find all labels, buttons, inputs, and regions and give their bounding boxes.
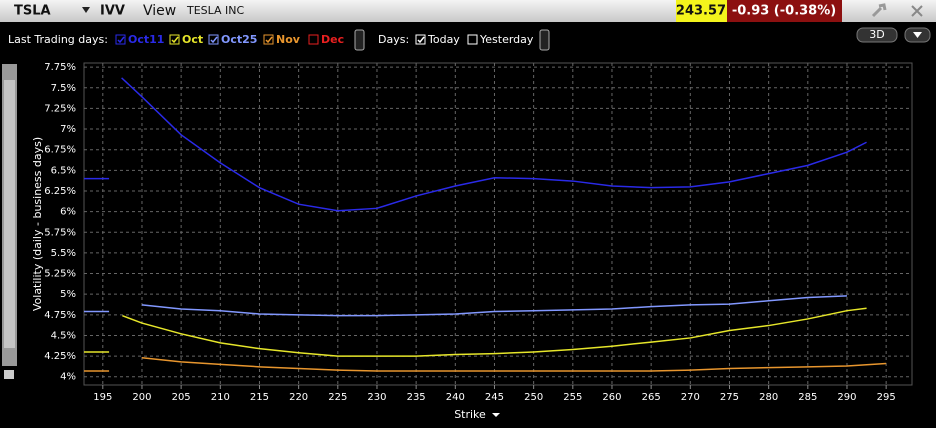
- y-tick-label: 6.5%: [51, 165, 76, 176]
- series-line: [84, 357, 887, 372]
- y-tick-label: 5.5%: [51, 248, 76, 259]
- legend-entry[interactable]: Oct25: [221, 33, 257, 46]
- tool-name: IVV: [100, 4, 125, 19]
- trading-days-label: Last Trading days:: [8, 33, 108, 46]
- series-line: [84, 307, 867, 357]
- day-option[interactable]: Today: [427, 33, 460, 46]
- y-tick-label: 7.75%: [44, 62, 76, 73]
- y-tick-label: 7.25%: [44, 103, 76, 114]
- lock-icon[interactable]: [4, 370, 14, 379]
- legend-checkbox-check[interactable]: [210, 36, 218, 44]
- legend-entry[interactable]: Nov: [276, 33, 301, 46]
- y-tick-label: 6%: [60, 207, 76, 218]
- x-tick-label: 255: [563, 392, 582, 403]
- day-checkbox[interactable]: [415, 34, 426, 45]
- y-tick-label: 6.25%: [44, 186, 76, 197]
- x-tick-label: 210: [211, 392, 230, 403]
- x-tick-label: 290: [837, 392, 856, 403]
- close-icon[interactable]: [911, 5, 923, 17]
- y-tick-label: 5.25%: [44, 269, 76, 280]
- legend-checkbox[interactable]: [263, 34, 274, 45]
- legend-checkbox[interactable]: [115, 34, 126, 45]
- legend-entry[interactable]: Dec: [321, 33, 344, 46]
- x-tick-label: 200: [132, 392, 151, 403]
- plot-area: [83, 62, 913, 386]
- y-tick-label: 7.5%: [51, 83, 76, 94]
- legend-checkbox[interactable]: [308, 34, 319, 45]
- view-menu[interactable]: View: [143, 3, 176, 19]
- day-option[interactable]: Yesterday: [479, 33, 534, 46]
- x-tick-label: 295: [877, 392, 896, 403]
- x-tick-label: 245: [485, 392, 504, 403]
- x-tick-label: 220: [289, 392, 308, 403]
- days-label: Days:: [378, 33, 409, 46]
- 3d-label[interactable]: 3D: [869, 28, 884, 41]
- y-tick-label: 5%: [60, 289, 76, 300]
- last-price: 243.57: [676, 4, 726, 19]
- change-box: [727, 0, 842, 22]
- x-tick-label: 225: [328, 392, 347, 403]
- x-tick-label: 230: [367, 392, 386, 403]
- company-name: TESLA INC: [186, 4, 245, 17]
- day-checkbox[interactable]: [467, 34, 478, 45]
- x-tick-label: 285: [798, 392, 817, 403]
- y-tick-label: 4.75%: [44, 310, 76, 321]
- series-line: [84, 295, 848, 317]
- day-checkbox-check[interactable]: [417, 36, 425, 44]
- days-spinner[interactable]: [539, 29, 550, 51]
- legend-entry[interactable]: Oct: [182, 33, 203, 46]
- y-tick-label: 4.5%: [51, 330, 76, 341]
- symbol[interactable]: TSLA: [14, 4, 51, 19]
- y-axis-label: Volatility (daily - business days): [31, 137, 44, 311]
- symbol-dropdown[interactable]: [82, 7, 90, 13]
- x-tick-label: 260: [602, 392, 621, 403]
- legend-entry[interactable]: Oct11: [128, 33, 164, 46]
- legend-checkbox-check[interactable]: [171, 36, 179, 44]
- y-tick-label: 6.75%: [44, 145, 76, 156]
- last-price-box: [676, 0, 727, 22]
- x-tick-label: 205: [172, 392, 191, 403]
- x-tick-label: 195: [93, 392, 112, 403]
- x-tick-label: 280: [759, 392, 778, 403]
- x-tick-label: 215: [250, 392, 269, 403]
- y-tick-label: 7%: [60, 124, 76, 135]
- 3d-button[interactable]: [856, 27, 898, 43]
- y-tick-label: 5.75%: [44, 227, 76, 238]
- scroll-thumb[interactable]: [4, 80, 15, 348]
- x-tick-label: 270: [681, 392, 700, 403]
- settings-icon[interactable]: [871, 3, 887, 18]
- menu-arrow[interactable]: [913, 32, 922, 38]
- price-change: -0.93 (-0.38%): [732, 4, 836, 19]
- series-line: [84, 77, 867, 212]
- months-spinner[interactable]: [354, 29, 365, 51]
- x-tick-label: 265: [642, 392, 661, 403]
- legend-checkbox-check[interactable]: [117, 36, 125, 44]
- legend-checkbox[interactable]: [208, 34, 219, 45]
- x-tick-label: 235: [407, 392, 426, 403]
- x-tick-label: 275: [720, 392, 739, 403]
- x-tick-label: 250: [524, 392, 543, 403]
- y-tick-label: 4%: [60, 372, 76, 383]
- x-tick-label: 240: [446, 392, 465, 403]
- x-axis-label: Strike: [454, 408, 486, 421]
- legend-checkbox[interactable]: [169, 34, 180, 45]
- y-tick-label: 4.25%: [44, 351, 76, 362]
- x-label-arrow[interactable]: [492, 413, 500, 417]
- legend-checkbox-check[interactable]: [265, 36, 273, 44]
